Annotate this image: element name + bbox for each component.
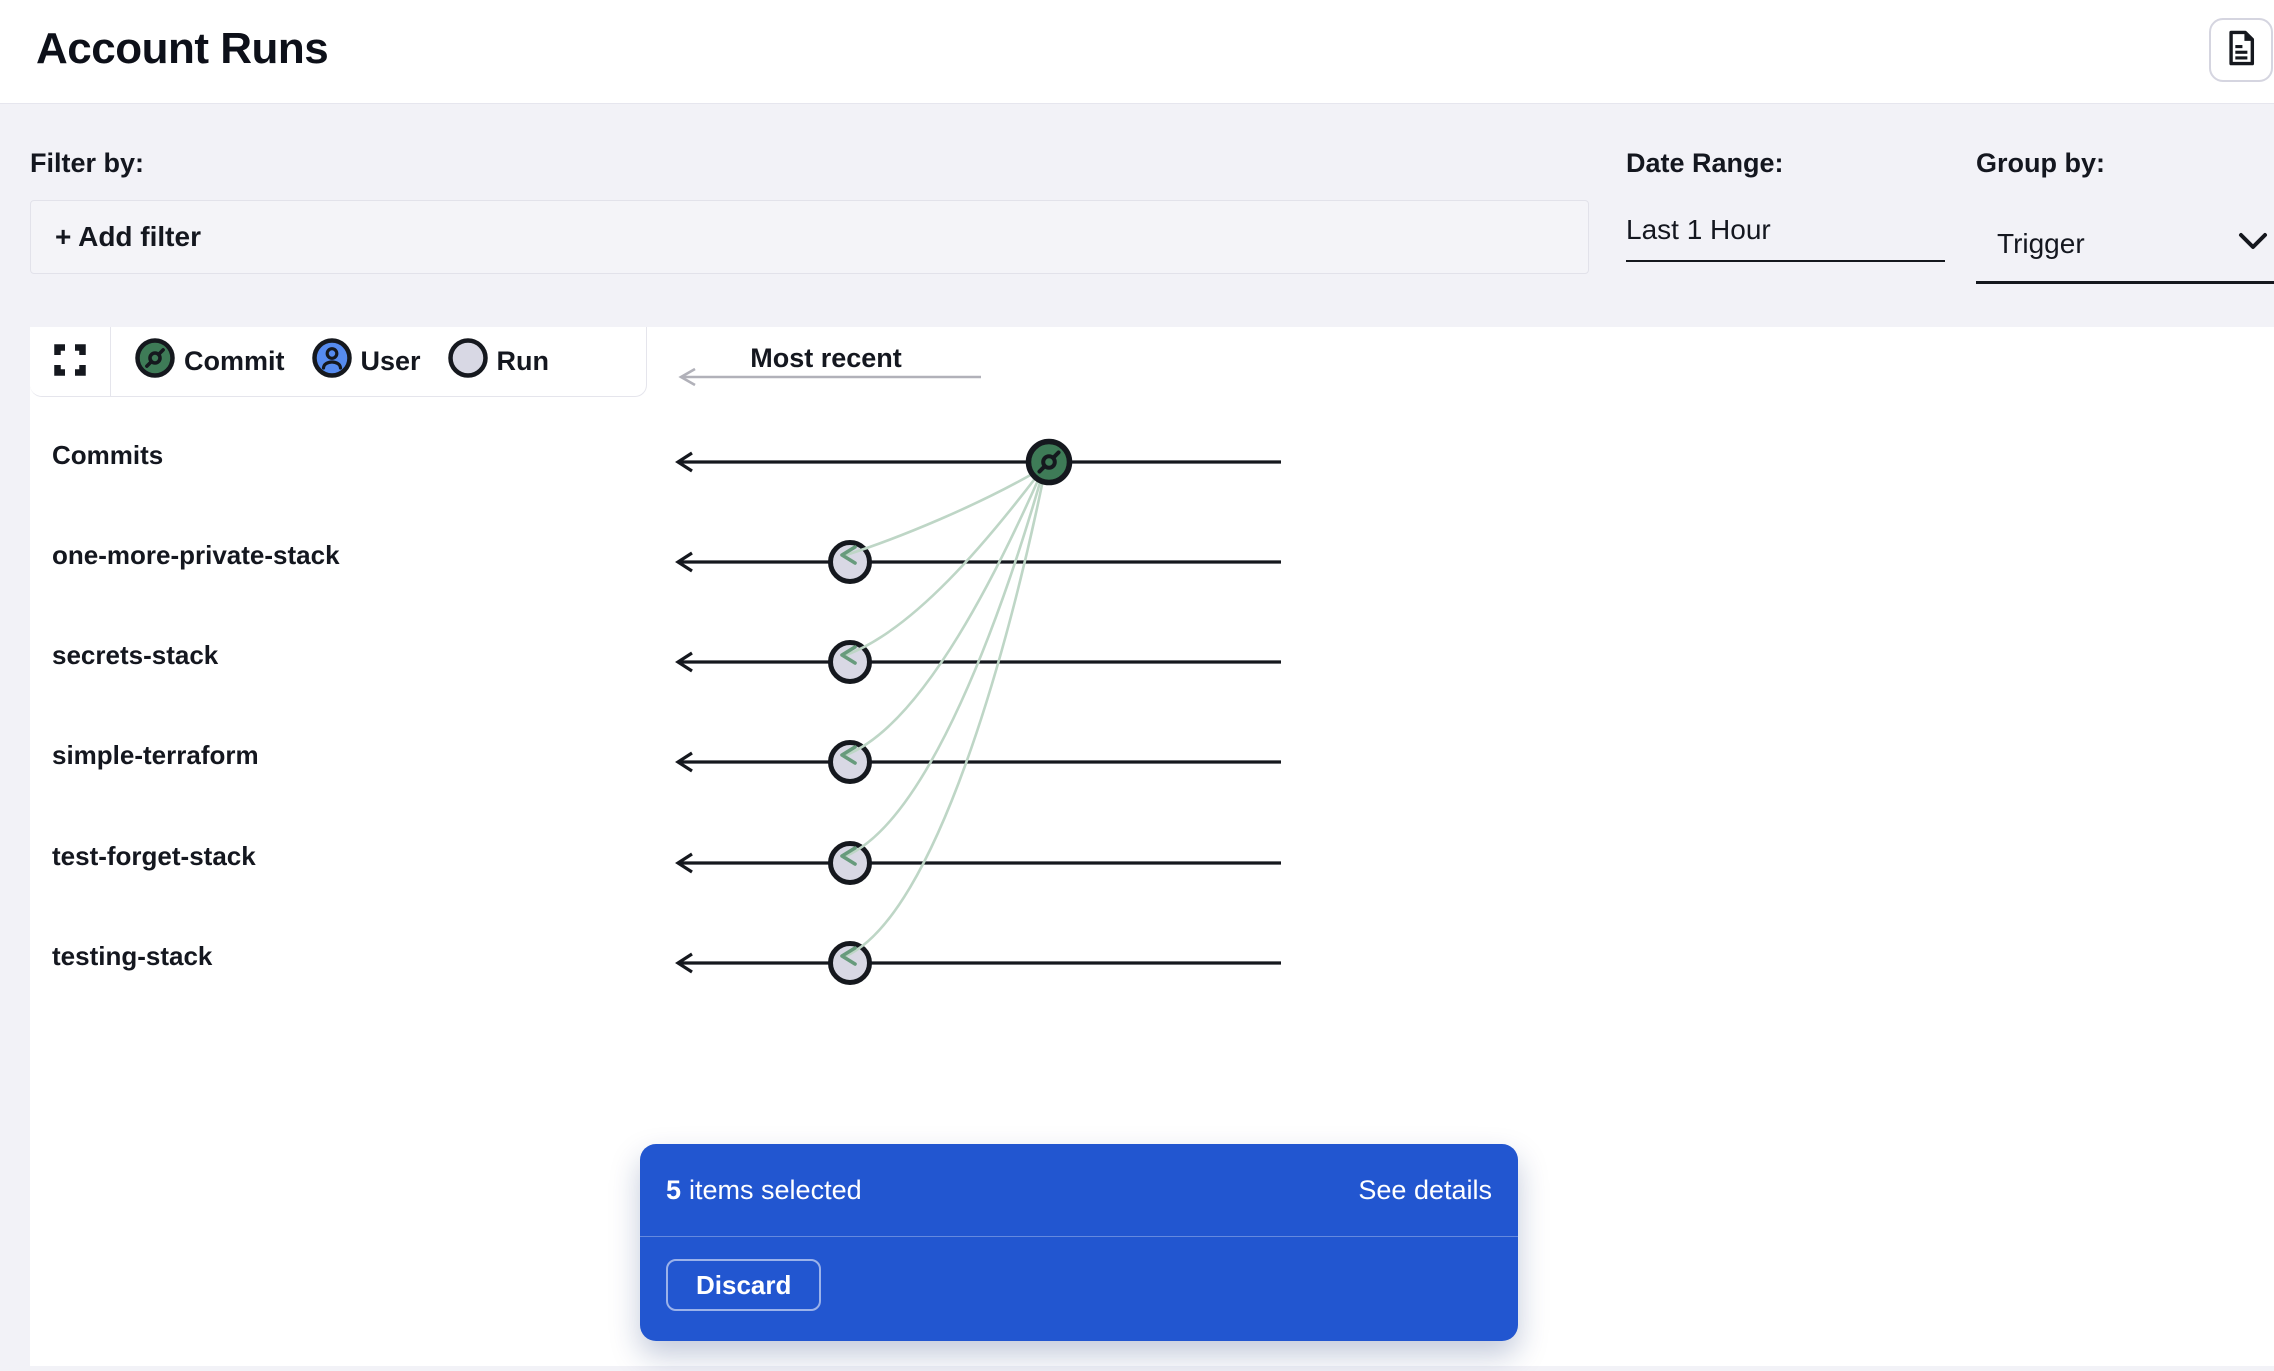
timeline-row-label: testing-stack	[52, 941, 213, 971]
timeline-row-label: secrets-stack	[52, 640, 219, 670]
commit-run-curve	[845, 477, 1041, 757]
legend-item-label: User	[360, 346, 421, 376]
chart-legend: Commit User Run	[111, 327, 573, 396]
commit-run-curve	[845, 475, 1039, 657]
runs-timeline-chart	[30, 327, 2274, 1371]
curve-arrowhead-icon	[840, 645, 857, 665]
timeline-row-label: one-more-private-stack	[52, 540, 340, 570]
curve-arrowhead-icon	[840, 946, 857, 966]
timeline-line	[675, 551, 1281, 573]
date-range-value[interactable]: Last 1 Hour	[1626, 200, 1945, 262]
most-recent-label: Most recent	[750, 343, 902, 373]
run-icon	[447, 338, 488, 385]
commit-run-curve	[845, 478, 1043, 858]
document-icon	[2224, 29, 2258, 72]
legend-item-user: User	[311, 338, 421, 385]
see-details-link[interactable]: See details	[1358, 1174, 1492, 1205]
date-range-label: Date Range:	[1626, 148, 1784, 178]
timeline-line	[675, 952, 1281, 974]
selection-panel-actions: Discard	[640, 1237, 1518, 1333]
docs-button[interactable]	[2209, 18, 2273, 82]
timeline-row-label: test-forget-stack	[52, 841, 256, 871]
curve-arrowhead-icon	[840, 846, 857, 866]
commit-run-curve	[845, 479, 1045, 958]
selection-count-label: items selected	[689, 1174, 862, 1205]
timeline-row-label: simple-terraform	[52, 740, 259, 770]
group-by-value: Trigger	[1997, 228, 2085, 259]
discard-button[interactable]: Discard	[666, 1259, 822, 1311]
curve-arrowhead-icon	[840, 745, 857, 765]
group-by-label: Group by:	[1976, 148, 2105, 178]
chart-toolbar: Commit User Run	[30, 327, 647, 397]
page-title: Account Runs	[36, 24, 329, 73]
legend-item-commit: Commit	[135, 338, 285, 385]
fullscreen-button[interactable]	[30, 327, 111, 396]
timeline-line	[675, 852, 1281, 874]
commit-icon	[135, 338, 175, 385]
timeline-row-label: Commits	[52, 440, 164, 470]
commit-run-curve	[845, 471, 1035, 557]
legend-item-run: Run	[447, 338, 550, 385]
legend-item-label: Commit	[184, 346, 285, 376]
selection-panel: 5 items selected See details Discard	[640, 1144, 1518, 1341]
commit-icon	[1037, 450, 1061, 474]
selection-count-text: 5 items selected	[666, 1175, 862, 1206]
group-by-select[interactable]: Trigger	[1976, 204, 2274, 284]
fullscreen-expand-icon	[53, 343, 87, 380]
most-recent-arrow	[678, 367, 981, 387]
commit-node[interactable]	[1025, 438, 1073, 486]
timeline-line	[675, 751, 1281, 773]
curve-arrowhead-icon	[840, 545, 857, 565]
legend-item-label: Run	[496, 346, 550, 376]
selection-count: 5	[666, 1174, 682, 1205]
selection-panel-header: 5 items selected See details	[640, 1144, 1518, 1237]
chevron-down-icon	[2238, 232, 2268, 255]
page-header: Account Runs	[0, 0, 2274, 104]
add-filter-button[interactable]: + Add filter	[30, 200, 1589, 274]
user-icon	[311, 338, 352, 385]
timeline-line	[675, 451, 1281, 473]
filter-by-label: Filter by:	[30, 148, 145, 178]
